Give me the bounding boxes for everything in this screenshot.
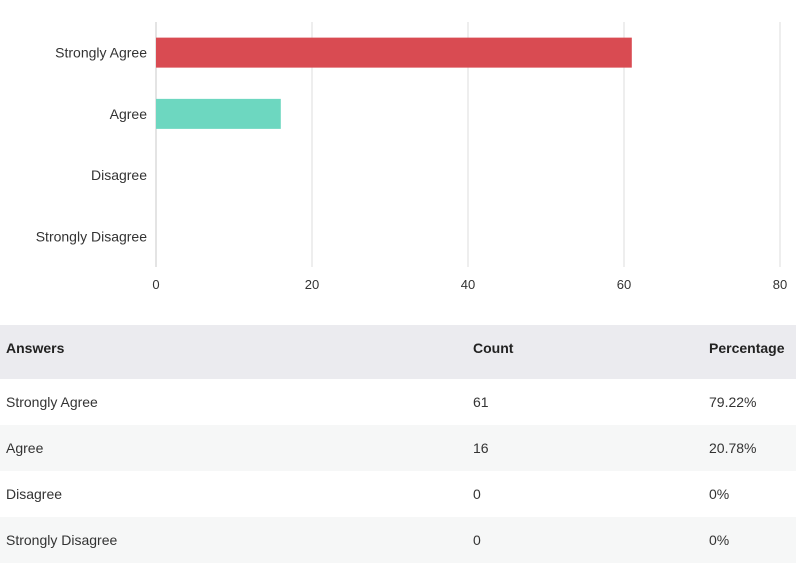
cell-percentage: 20.78% — [703, 425, 796, 471]
category-label: Agree — [110, 106, 148, 122]
chart-canvas: 0 20 40 60 80 Strongly Agree Agree Disagree Stro… — [36, 22, 787, 292]
table-row: Strongly Disagree 0 0% — [0, 517, 796, 563]
x-tick-label: 20 — [305, 277, 319, 292]
results-table: Answers Count Percentage Strongly Agree … — [0, 325, 796, 563]
table-row: Agree 16 20.78% — [0, 425, 796, 471]
cell-answer: Strongly Disagree — [0, 517, 467, 563]
cell-count: 0 — [467, 517, 703, 563]
x-tick-label: 0 — [152, 277, 159, 292]
header-count: Count — [467, 325, 703, 379]
cell-percentage: 79.22% — [703, 379, 796, 425]
category-label: Strongly Disagree — [36, 228, 147, 244]
cell-answer: Disagree — [0, 471, 467, 517]
table-row: Strongly Agree 61 79.22% — [0, 379, 796, 425]
x-tick-label: 40 — [461, 277, 475, 292]
category-label: Strongly Agree — [55, 45, 147, 61]
cell-percentage: 0% — [703, 471, 796, 517]
cell-count: 0 — [467, 471, 703, 517]
header-answers: Answers — [0, 325, 467, 379]
bar-chart: 0 20 40 60 80 Strongly Agree Agree Disagree Stro… — [36, 22, 787, 292]
cell-count: 61 — [467, 379, 703, 425]
table-row: Disagree 0 0% — [0, 471, 796, 517]
x-tick-label: 60 — [617, 277, 631, 292]
category-label: Disagree — [91, 167, 147, 183]
cell-answer: Strongly Agree — [0, 379, 467, 425]
cell-answer: Agree — [0, 425, 467, 471]
bar — [156, 98, 281, 129]
cell-count: 16 — [467, 425, 703, 471]
table-header-row: Answers Count Percentage — [0, 325, 796, 379]
bar — [156, 37, 632, 68]
cell-percentage: 0% — [703, 517, 796, 563]
header-percentage: Percentage — [703, 325, 796, 379]
x-tick-label: 80 — [773, 277, 787, 292]
